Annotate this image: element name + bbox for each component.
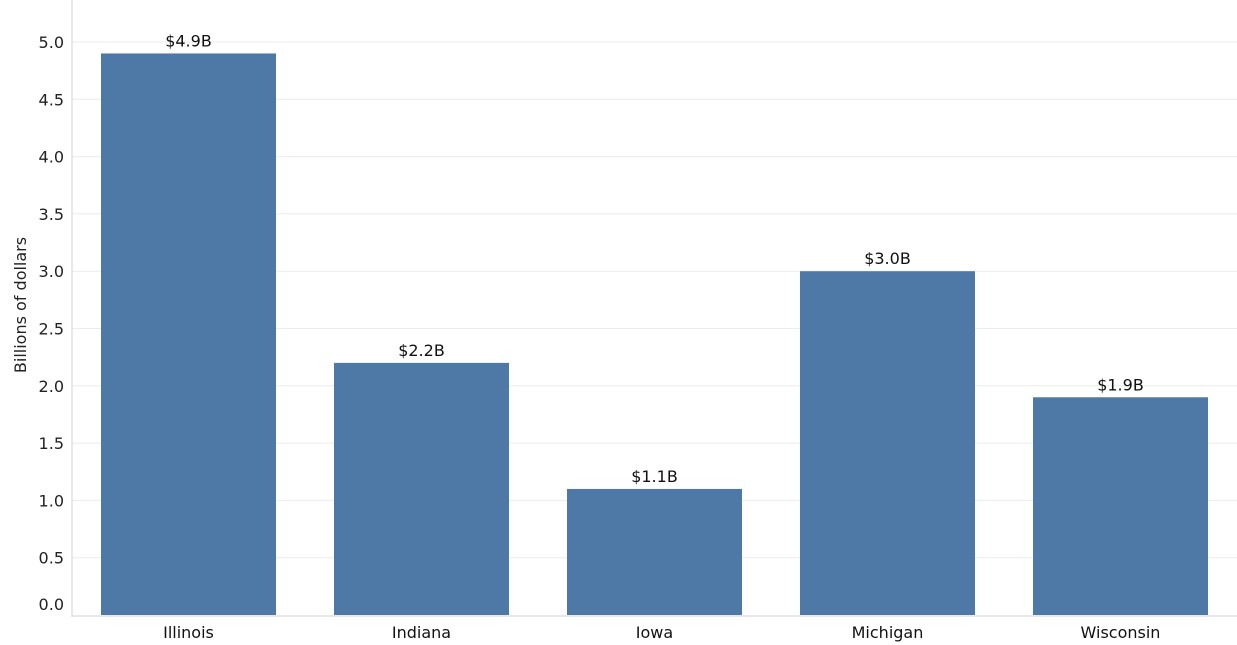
y-tick-label: 4.0 xyxy=(39,148,64,167)
bar-michigan xyxy=(800,271,975,615)
data-label: $4.9B xyxy=(165,31,212,50)
y-tick-label: 5.0 xyxy=(39,33,64,52)
y-tick-label: 2.5 xyxy=(39,320,64,339)
y-tick-label: 1.0 xyxy=(39,491,64,510)
y-tick-label: 2.0 xyxy=(39,377,64,396)
y-axis-title: Billions of dollars xyxy=(11,237,30,373)
x-tick-label: Indiana xyxy=(392,623,451,642)
y-tick-label: 4.5 xyxy=(39,90,64,109)
x-tick-label: Wisconsin xyxy=(1081,623,1161,642)
bars xyxy=(101,53,1208,615)
y-tick-label: 3.5 xyxy=(39,205,64,224)
data-label: $2.2B xyxy=(398,341,445,360)
bar-wisconsin xyxy=(1033,397,1208,615)
axes: 0.0 0.5 1.0 1.5 2.0 2.5 3.0 3.5 4.0 4.5 5.0 xyxy=(39,0,1237,617)
data-label: $1.9B xyxy=(1097,375,1144,394)
labels: $4.9B Illinois $2.2B Indiana $1.1B Iowa $3.0B M… xyxy=(163,31,1160,642)
data-label: $1.1B xyxy=(631,467,678,486)
data-label: $3.0B xyxy=(864,249,911,268)
bar-illinois xyxy=(101,53,276,615)
x-tick-label: Michigan xyxy=(852,623,924,642)
y-tick-label: 0.5 xyxy=(39,549,64,568)
bar-indiana xyxy=(334,362,509,615)
x-tick-label: Illinois xyxy=(163,623,214,642)
y-tick-label: 0.0 xyxy=(39,595,64,614)
y-tick-label: 1.5 xyxy=(39,434,64,453)
bar-iowa xyxy=(567,488,742,615)
x-tick-label: Iowa xyxy=(636,623,673,642)
y-tick-label: 3.0 xyxy=(39,262,64,281)
